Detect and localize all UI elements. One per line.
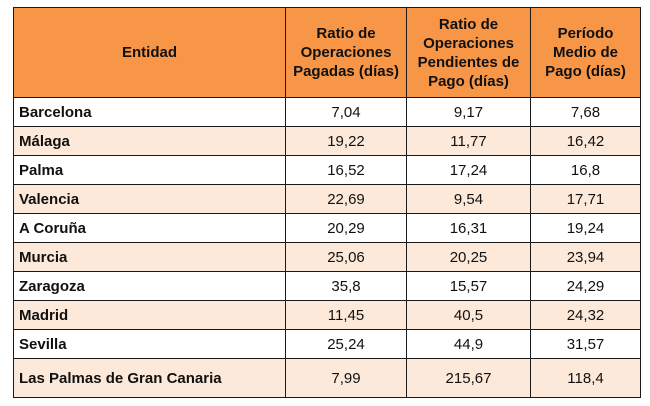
pending-ratio-cell: 20,25 (406, 242, 531, 272)
entity-cell: Sevilla (13, 329, 286, 359)
avg-period-cell: 16,42 (530, 126, 641, 156)
paid-ratio-cell: 25,24 (285, 329, 407, 359)
paid-ratio-cell: 19,22 (285, 126, 407, 156)
table-row: Zaragoza 35,8 15,57 24,29 (13, 271, 641, 301)
entity-cell: A Coruña (13, 213, 286, 243)
pending-ratio-cell: 9,54 (406, 184, 531, 214)
paid-ratio-cell: 25,06 (285, 242, 407, 272)
avg-period-cell: 23,94 (530, 242, 641, 272)
entity-cell: Las Palmas de Gran Canaria (13, 358, 286, 398)
paid-ratio-cell: 7,04 (285, 97, 407, 127)
header-periodo-medio-pago: Período Medio de Pago (días) (530, 7, 641, 98)
header-ratio-operaciones-pagadas: Ratio de Operaciones Pagadas (días) (285, 7, 407, 98)
pending-ratio-cell: 17,24 (406, 155, 531, 185)
table-row: Palma 16,52 17,24 16,8 (13, 155, 641, 185)
pending-ratio-cell: 16,31 (406, 213, 531, 243)
table-row: Sevilla 25,24 44,9 31,57 (13, 329, 641, 359)
entity-cell: Zaragoza (13, 271, 286, 301)
avg-period-cell: 16,8 (530, 155, 641, 185)
paid-ratio-cell: 16,52 (285, 155, 407, 185)
table-row: Murcia 25,06 20,25 23,94 (13, 242, 641, 272)
table-row: Las Palmas de Gran Canaria 7,99 215,67 118,… (13, 358, 641, 398)
table-row: Valencia 22,69 9,54 17,71 (13, 184, 641, 214)
avg-period-cell: 118,4 (530, 358, 641, 398)
table-body: Barcelona 7,04 9,17 7,68 Málaga 19,22 11,77 16,… (13, 97, 641, 398)
header-ratio-operaciones-pendientes: Ratio de Operaciones Pendientes de Pago … (406, 7, 531, 98)
entity-cell: Murcia (13, 242, 286, 272)
entity-cell: Madrid (13, 300, 286, 330)
paid-ratio-cell: 20,29 (285, 213, 407, 243)
table-row: Málaga 19,22 11,77 16,42 (13, 126, 641, 156)
avg-period-cell: 19,24 (530, 213, 641, 243)
avg-period-cell: 17,71 (530, 184, 641, 214)
paid-ratio-cell: 22,69 (285, 184, 407, 214)
paid-ratio-cell: 11,45 (285, 300, 407, 330)
entity-cell: Málaga (13, 126, 286, 156)
pending-ratio-cell: 9,17 (406, 97, 531, 127)
pending-ratio-cell: 215,67 (406, 358, 531, 398)
header-entidad: Entidad (13, 7, 286, 98)
payment-period-table: Entidad Ratio de Operaciones Pagadas (dí… (13, 7, 641, 398)
avg-period-cell: 7,68 (530, 97, 641, 127)
pending-ratio-cell: 40,5 (406, 300, 531, 330)
paid-ratio-cell: 7,99 (285, 358, 407, 398)
entity-cell: Palma (13, 155, 286, 185)
pending-ratio-cell: 11,77 (406, 126, 531, 156)
pending-ratio-cell: 44,9 (406, 329, 531, 359)
avg-period-cell: 31,57 (530, 329, 641, 359)
table-row: Madrid 11,45 40,5 24,32 (13, 300, 641, 330)
table-row: Barcelona 7,04 9,17 7,68 (13, 97, 641, 127)
table-row: A Coruña 20,29 16,31 19,24 (13, 213, 641, 243)
entity-cell: Barcelona (13, 97, 286, 127)
avg-period-cell: 24,32 (530, 300, 641, 330)
pending-ratio-cell: 15,57 (406, 271, 531, 301)
avg-period-cell: 24,29 (530, 271, 641, 301)
table-header-row: Entidad Ratio de Operaciones Pagadas (dí… (13, 7, 641, 98)
entity-cell: Valencia (13, 184, 286, 214)
paid-ratio-cell: 35,8 (285, 271, 407, 301)
